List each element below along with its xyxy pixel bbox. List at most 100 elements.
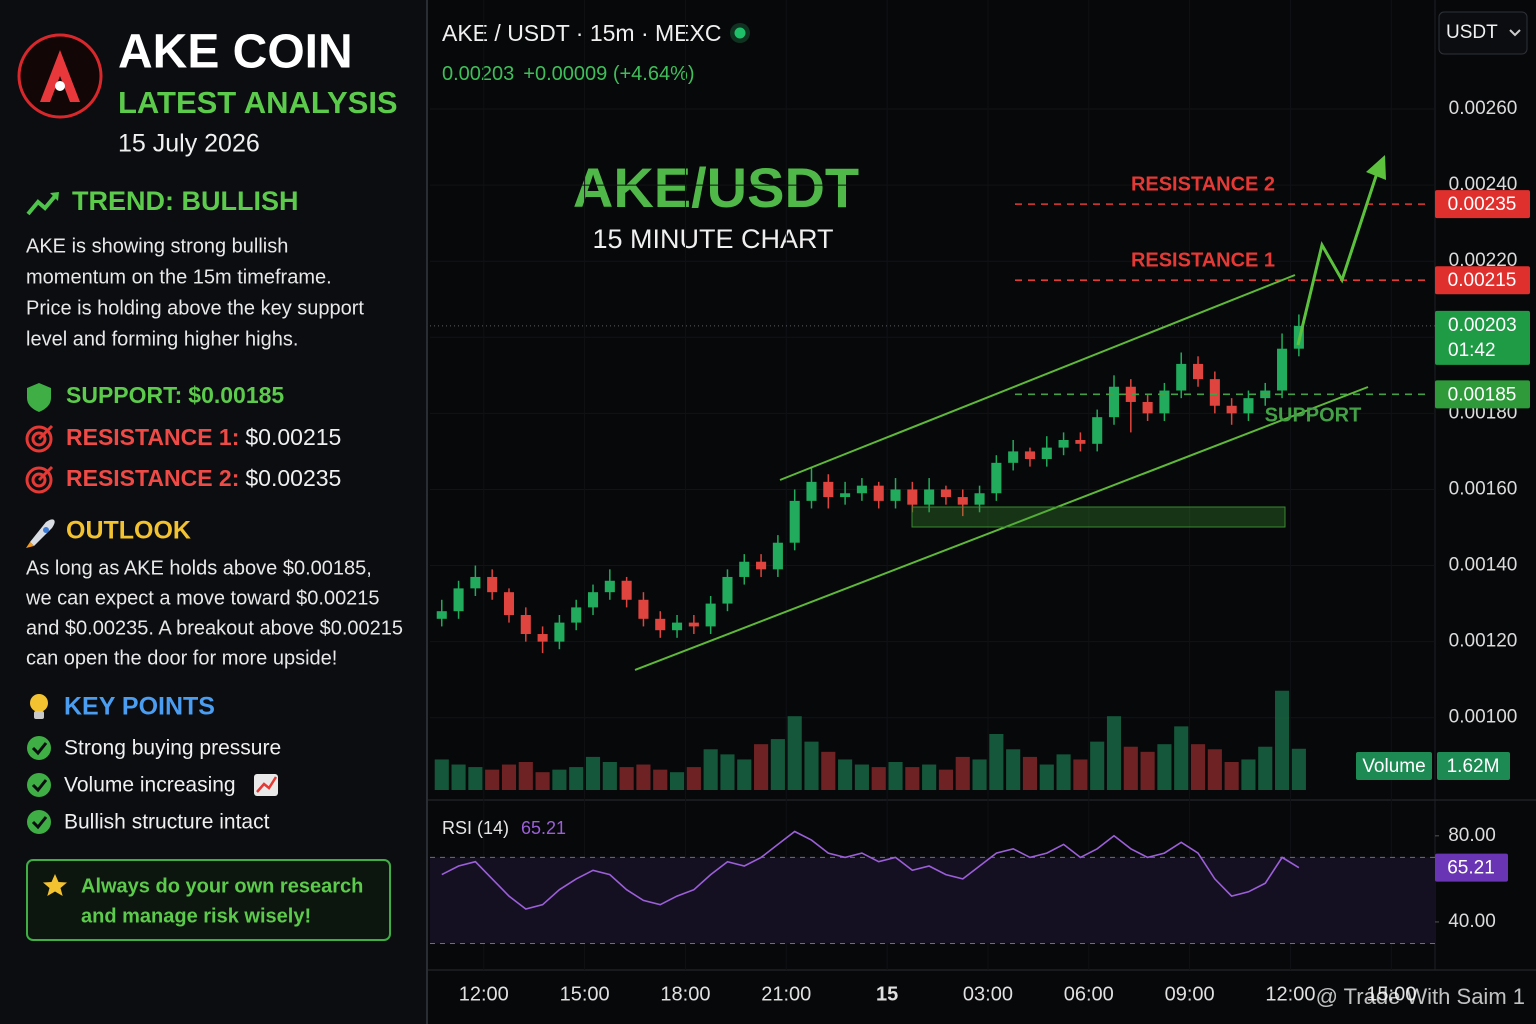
outlook-heading: OUTLOOK (66, 517, 191, 545)
candle-body (873, 485, 884, 501)
countdown-label: 01:42 (1448, 340, 1496, 361)
outlook-line: can open the door for more upside! (26, 647, 337, 669)
chart-title: AKE/USDT (573, 156, 859, 219)
level-row: SUPPORT: $0.00185 (66, 382, 284, 408)
outlook-line: and $0.00235. A breakout above $0.00215 (26, 617, 403, 639)
candle-body (1142, 401, 1153, 414)
candle-body (1125, 386, 1136, 402)
target-icon (25, 424, 54, 453)
candle-body (655, 618, 666, 631)
volume-bar (653, 769, 668, 790)
chevron[interactable] (1509, 29, 1521, 37)
volume-value-badge (1437, 752, 1510, 780)
volume-name: Volume (1362, 756, 1425, 777)
level-row: RESISTANCE 1: $0.00215 (66, 424, 341, 450)
volume-bar (535, 772, 550, 790)
volume-value: 1.62M (1447, 756, 1500, 777)
volume-bar (636, 764, 651, 790)
y-tick-label: 0.00120 (1449, 631, 1518, 652)
bulb-icon (30, 694, 48, 712)
candle-body (1108, 386, 1120, 418)
channel-lower (634, 386, 1369, 671)
y-tick-label: 0.00220 (1449, 250, 1518, 271)
trend-line: momentum on the 15m timeframe. (26, 266, 332, 288)
candle-body (940, 489, 951, 498)
volume-bar (451, 764, 466, 790)
trend-heading: TREND: BULLISH (72, 186, 298, 216)
logo (40, 50, 80, 102)
logo (17, 33, 103, 119)
chart-emoji-icon (254, 774, 278, 796)
candle-body (907, 489, 918, 505)
target-icon (31, 472, 47, 488)
chart-emoji-icon (256, 776, 278, 793)
volume-bar (585, 756, 601, 790)
sidebar-title: AKE COIN (118, 26, 353, 79)
candle-body (638, 599, 649, 619)
volume-bar (804, 741, 819, 790)
x-tick-label: 12:00 (1265, 983, 1315, 1005)
sidebar-panel (0, 0, 427, 1024)
volume-bar (703, 749, 718, 790)
level-badge (1435, 266, 1530, 295)
star-icon (43, 874, 67, 896)
x-tick-label: 18:00 (660, 983, 710, 1005)
trend-line: AKE is showing strong bullish (26, 235, 288, 257)
projection-arrowhead (1366, 155, 1386, 180)
key-point: Strong buying pressure (64, 737, 281, 760)
volume-bar (1157, 744, 1172, 790)
level-label: SUPPORT: (66, 382, 182, 408)
volume-bar (1275, 690, 1290, 790)
volume-bar (552, 769, 567, 790)
volume-bar (569, 767, 584, 790)
currency-selector-box[interactable] (1438, 11, 1528, 55)
candle-body (1192, 363, 1204, 380)
y-tick-label: 0.00260 (1449, 98, 1518, 119)
candle-body (739, 561, 750, 577)
y-tick-label: 0.00240 (1449, 174, 1518, 195)
volume-bar (669, 772, 685, 790)
volume-bar (1207, 749, 1222, 790)
volume-bar (1039, 764, 1054, 790)
volume-bar (737, 759, 752, 790)
candle-body (537, 634, 548, 642)
check-icon (27, 736, 51, 760)
volume-bar (1241, 759, 1256, 790)
demand-zone (911, 506, 1286, 528)
last-price-label: 0.00203 (1448, 315, 1517, 336)
trend-icon (50, 192, 59, 201)
rocket-icon (26, 542, 34, 548)
candle-body (436, 611, 447, 619)
rocket-icon (30, 519, 55, 546)
candle-body (1008, 451, 1019, 463)
x-tick-label: 12:00 (459, 983, 509, 1005)
trend-icon (26, 193, 58, 216)
candle-body (1075, 440, 1086, 444)
candle-body (571, 607, 582, 623)
shield-icon (27, 383, 51, 412)
candle-body (756, 561, 767, 570)
volume-bar (1006, 749, 1021, 790)
rsi-tick-label: 40.00 (1448, 911, 1496, 932)
level-badge-label: 0.00215 (1448, 270, 1517, 291)
check-icon (27, 736, 51, 760)
currency-selector-label[interactable]: USDT (1446, 22, 1498, 43)
note-line: and manage risk wisely! (81, 905, 311, 927)
x-tick-label: 09:00 (1165, 983, 1215, 1005)
x-tick-label: 06:00 (1064, 983, 1114, 1005)
candle-body (823, 481, 834, 498)
candle-body (957, 497, 968, 505)
volume-bar (888, 762, 903, 790)
volume-bar (1190, 744, 1206, 790)
rocket-icon (43, 527, 49, 533)
volume-bar (989, 734, 1004, 790)
live-dot (734, 27, 746, 39)
level-label: RESISTANCE 2 (1131, 173, 1275, 195)
level-label: SUPPORT (1265, 405, 1362, 427)
volume-bar (905, 767, 920, 790)
currency-selector[interactable]: USDT (1438, 11, 1528, 55)
y-tick-label: 0.00160 (1449, 478, 1518, 499)
channel-upper (779, 274, 1296, 481)
level-badge-label: 0.00185 (1448, 384, 1517, 405)
